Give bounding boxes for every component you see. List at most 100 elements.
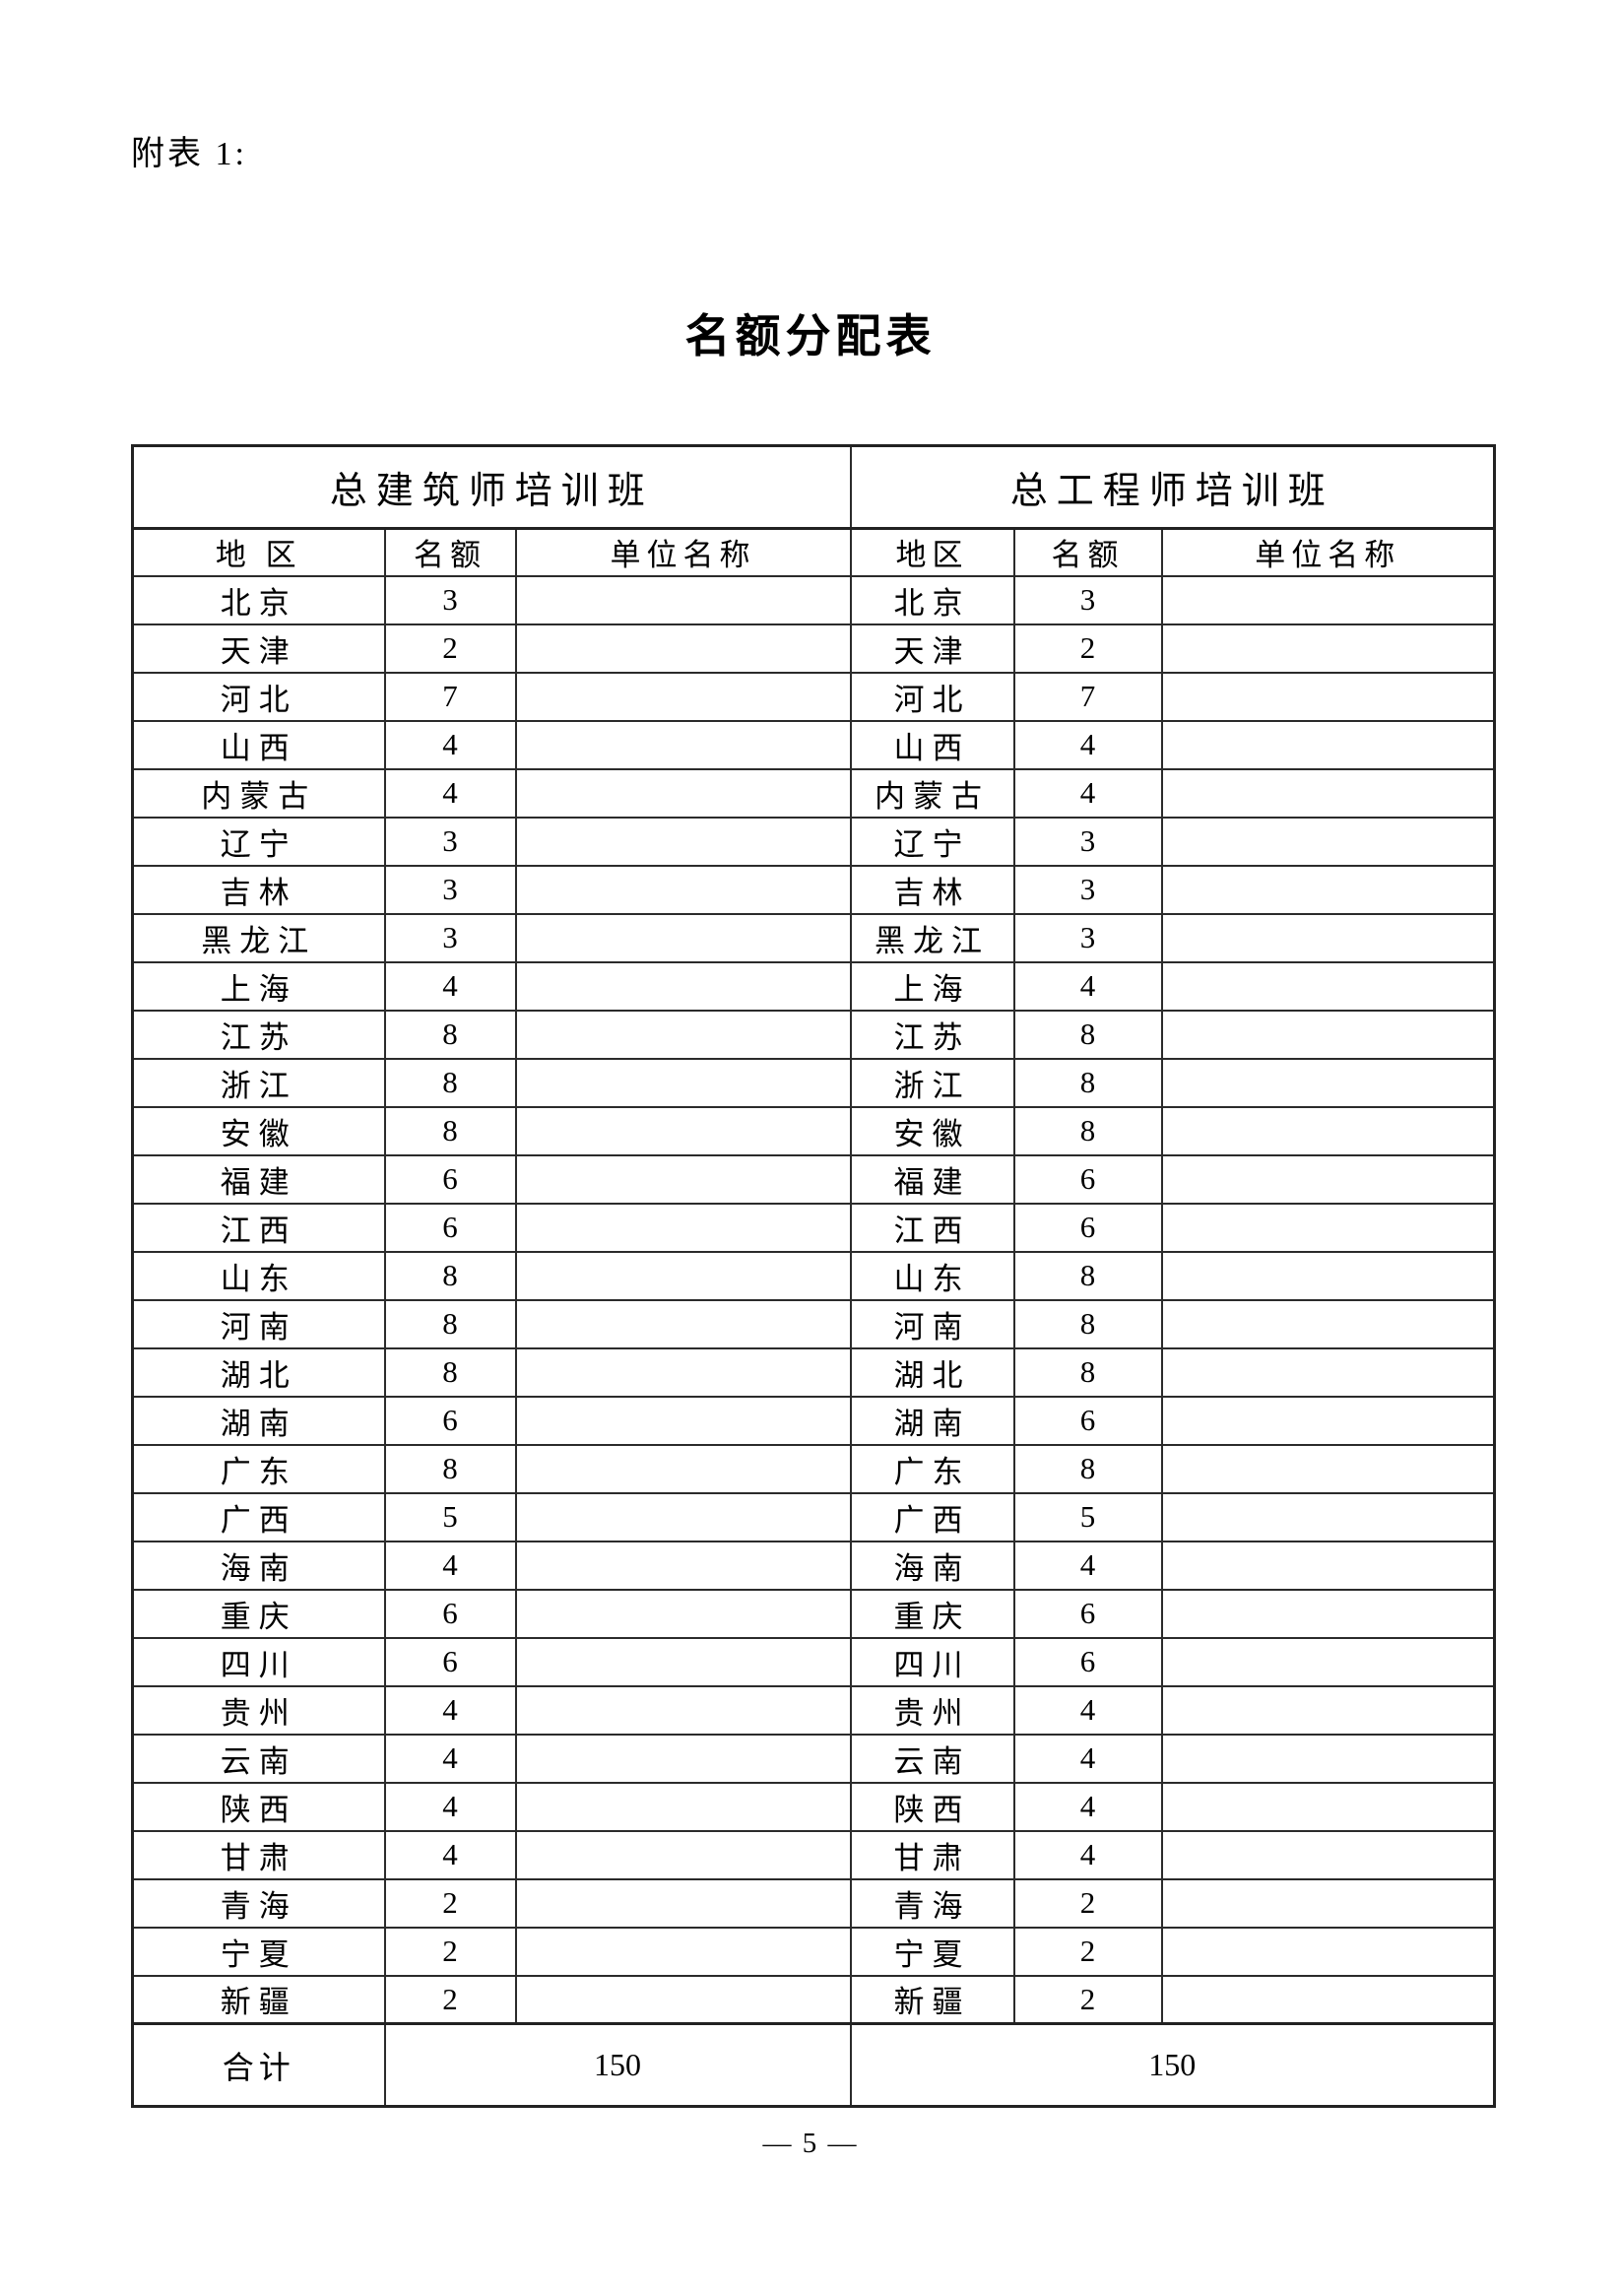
unit-name-cell-left: [514, 1781, 852, 1832]
region-cell-right: 新疆: [849, 1974, 1015, 2025]
quota-allocation-table: 总建筑师培训班 总工程师培训班 地 区 名额 单位名称 地区 名额 单位名称 北…: [131, 444, 1497, 2108]
unit-name-cell-right: [1160, 1733, 1496, 1784]
region-cell-right: 贵州: [849, 1684, 1015, 1736]
table-row: 山西 4 山西 4: [131, 719, 1496, 770]
unit-name-cell-left: [514, 1395, 852, 1446]
quota-cell-right: 3: [1012, 864, 1163, 915]
region-cell-left: 广西: [131, 1491, 386, 1542]
table-row: 四川 6 四川 6: [131, 1636, 1496, 1687]
region-cell-right: 浙江: [849, 1057, 1015, 1108]
unit-name-cell-right: [1160, 1009, 1496, 1060]
unit-name-cell-right: [1160, 1057, 1496, 1108]
unit-name-cell-left: [514, 1298, 852, 1349]
region-cell-right: 陕西: [849, 1781, 1015, 1832]
table-row: 黑龙江 3 黑龙江 3: [131, 912, 1496, 963]
quota-cell-left: 8: [383, 1057, 517, 1108]
unit-name-cell-right: [1160, 1926, 1496, 1977]
unit-name-cell-right: [1160, 1684, 1496, 1736]
unit-name-cell-right: [1160, 767, 1496, 819]
table-row: 广东 8 广东 8: [131, 1443, 1496, 1494]
quota-cell-right: 2: [1012, 1877, 1163, 1929]
unit-name-cell-right: [1160, 623, 1496, 674]
quota-cell-left: 6: [383, 1153, 517, 1205]
quota-cell-left: 8: [383, 1250, 517, 1301]
quota-cell-left: 4: [383, 767, 517, 819]
table-row: 上海 4 上海 4: [131, 960, 1496, 1012]
unit-name-cell-right: [1160, 1540, 1496, 1591]
unit-name-cell-left: [514, 1926, 852, 1977]
region-cell-right: 吉林: [849, 864, 1015, 915]
table-row: 河南 8 河南 8: [131, 1298, 1496, 1349]
page-title: 名额分配表: [684, 311, 937, 361]
quota-cell-right: 6: [1012, 1395, 1163, 1446]
left-region-header: 地 区: [131, 527, 386, 577]
region-cell-right: 四川: [849, 1636, 1015, 1687]
unit-name-cell-right: [1160, 816, 1496, 867]
region-cell-right: 甘肃: [849, 1829, 1015, 1880]
unit-name-cell-left: [514, 1877, 852, 1929]
region-cell-left: 北京: [131, 574, 386, 625]
unit-name-cell-right: [1160, 1877, 1496, 1929]
region-cell-right: 安徽: [849, 1105, 1015, 1156]
region-cell-right: 广东: [849, 1443, 1015, 1494]
quota-cell-left: 3: [383, 912, 517, 963]
quota-cell-right: 6: [1012, 1202, 1163, 1253]
quota-cell-left: 8: [383, 1443, 517, 1494]
table-row: 江西 6 江西 6: [131, 1202, 1496, 1253]
quota-cell-left: 7: [383, 671, 517, 722]
appendix-label: 附表 1:: [131, 136, 247, 172]
quota-cell-left: 6: [383, 1202, 517, 1253]
table-row: 重庆 6 重庆 6: [131, 1588, 1496, 1639]
region-cell-left: 宁夏: [131, 1926, 386, 1977]
quota-cell-left: 8: [383, 1346, 517, 1398]
quota-cell-left: 3: [383, 574, 517, 625]
quota-cell-left: 2: [383, 1974, 517, 2025]
table-row: 陕西 4 陕西 4: [131, 1781, 1496, 1832]
unit-name-cell-left: [514, 1346, 852, 1398]
unit-name-cell-left: [514, 1202, 852, 1253]
right-class-title: 总工程师培训班: [849, 444, 1496, 530]
unit-name-cell-right: [1160, 719, 1496, 770]
column-header-row: 地 区 名额 单位名称 地区 名额 单位名称: [131, 527, 1496, 577]
unit-name-cell-left: [514, 960, 852, 1012]
left-quota-header: 名额: [383, 527, 517, 577]
total-label-cell: 合计: [131, 2022, 386, 2108]
quota-cell-left: 4: [383, 1781, 517, 1832]
left-unit-name-header: 单位名称: [514, 527, 852, 577]
right-quota-header: 名额: [1012, 527, 1163, 577]
quota-cell-right: 4: [1012, 1829, 1163, 1880]
region-cell-right: 上海: [849, 960, 1015, 1012]
unit-name-cell-left: [514, 1974, 852, 2025]
unit-name-cell-right: [1160, 1153, 1496, 1205]
quota-cell-left: 2: [383, 623, 517, 674]
quota-cell-right: 8: [1012, 1250, 1163, 1301]
class-title-row: 总建筑师培训班 总工程师培训班: [131, 444, 1496, 530]
unit-name-cell-right: [1160, 912, 1496, 963]
quota-cell-right: 2: [1012, 623, 1163, 674]
table-row: 青海 2 青海 2: [131, 1877, 1496, 1929]
quota-cell-right: 8: [1012, 1105, 1163, 1156]
unit-name-cell-right: [1160, 1588, 1496, 1639]
unit-name-cell-right: [1160, 671, 1496, 722]
unit-name-cell-left: [514, 767, 852, 819]
region-cell-right: 湖北: [849, 1346, 1015, 1398]
region-cell-left: 内蒙古: [131, 767, 386, 819]
quota-cell-left: 8: [383, 1298, 517, 1349]
unit-name-cell-left: [514, 1491, 852, 1542]
region-cell-left: 湖北: [131, 1346, 386, 1398]
left-class-title: 总建筑师培训班: [131, 444, 852, 530]
quota-cell-left: 4: [383, 1540, 517, 1591]
quota-cell-left: 4: [383, 719, 517, 770]
quota-cell-left: 5: [383, 1491, 517, 1542]
unit-name-cell-left: [514, 574, 852, 625]
table-row: 江苏 8 江苏 8: [131, 1009, 1496, 1060]
quota-cell-right: 7: [1012, 671, 1163, 722]
unit-name-cell-left: [514, 1443, 852, 1494]
unit-name-cell-left: [514, 1733, 852, 1784]
region-cell-right: 重庆: [849, 1588, 1015, 1639]
quota-cell-left: 6: [383, 1588, 517, 1639]
unit-name-cell-right: [1160, 960, 1496, 1012]
unit-name-cell-right: [1160, 1829, 1496, 1880]
region-cell-left: 贵州: [131, 1684, 386, 1736]
